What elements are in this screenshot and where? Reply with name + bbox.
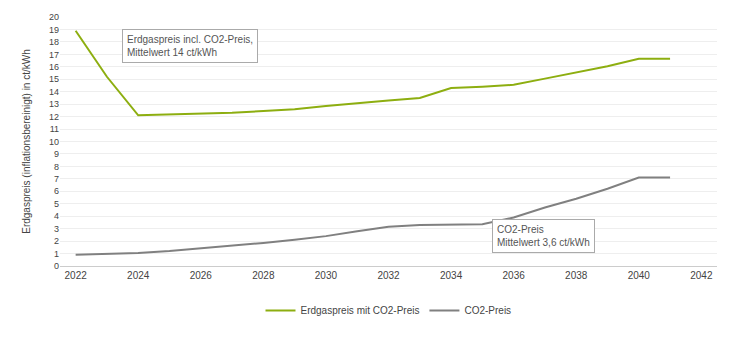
svg-text:3: 3 <box>54 224 59 234</box>
svg-text:17: 17 <box>49 50 59 60</box>
svg-text:14: 14 <box>49 87 59 97</box>
svg-text:7: 7 <box>54 174 59 184</box>
svg-text:CO2-Preis: CO2-Preis <box>464 305 511 316</box>
svg-text:8: 8 <box>54 162 59 172</box>
svg-text:2024: 2024 <box>127 270 150 281</box>
svg-text:1: 1 <box>54 249 59 259</box>
svg-text:11: 11 <box>50 124 59 134</box>
svg-text:19: 19 <box>49 25 59 35</box>
svg-text:9: 9 <box>54 149 59 159</box>
svg-text:Erdgaspreis (inflationsbereini: Erdgaspreis (inflationsbereinigt) in ct/… <box>21 49 32 234</box>
svg-text:4: 4 <box>54 211 59 221</box>
svg-text:2040: 2040 <box>628 270 651 281</box>
svg-text:2042: 2042 <box>690 270 713 281</box>
svg-text:5: 5 <box>54 199 59 209</box>
svg-text:16: 16 <box>49 62 59 72</box>
svg-text:0: 0 <box>54 261 59 271</box>
svg-text:2028: 2028 <box>252 270 275 281</box>
svg-text:2022: 2022 <box>65 270 88 281</box>
svg-text:2034: 2034 <box>440 270 463 281</box>
svg-text:CO2-PreisMittelwert 3,6 ct/kWh: CO2-PreisMittelwert 3,6 ct/kWh <box>497 224 590 248</box>
svg-text:2030: 2030 <box>315 270 338 281</box>
svg-text:6: 6 <box>54 186 59 196</box>
svg-text:10: 10 <box>49 137 59 147</box>
svg-text:Erdgaspreis incl. CO2-Preis,Mi: Erdgaspreis incl. CO2-Preis,Mittelwert 1… <box>127 34 253 58</box>
svg-text:18: 18 <box>49 37 59 47</box>
svg-text:2: 2 <box>54 236 59 246</box>
svg-text:13: 13 <box>49 99 59 109</box>
svg-text:Erdgaspreis mit CO2-Preis: Erdgaspreis mit CO2-Preis <box>301 305 420 316</box>
svg-text:2026: 2026 <box>190 270 213 281</box>
svg-text:2036: 2036 <box>503 270 526 281</box>
svg-text:20: 20 <box>49 12 59 22</box>
svg-text:12: 12 <box>49 112 59 122</box>
svg-text:15: 15 <box>49 74 59 84</box>
svg-text:2032: 2032 <box>377 270 400 281</box>
svg-text:2038: 2038 <box>565 270 588 281</box>
